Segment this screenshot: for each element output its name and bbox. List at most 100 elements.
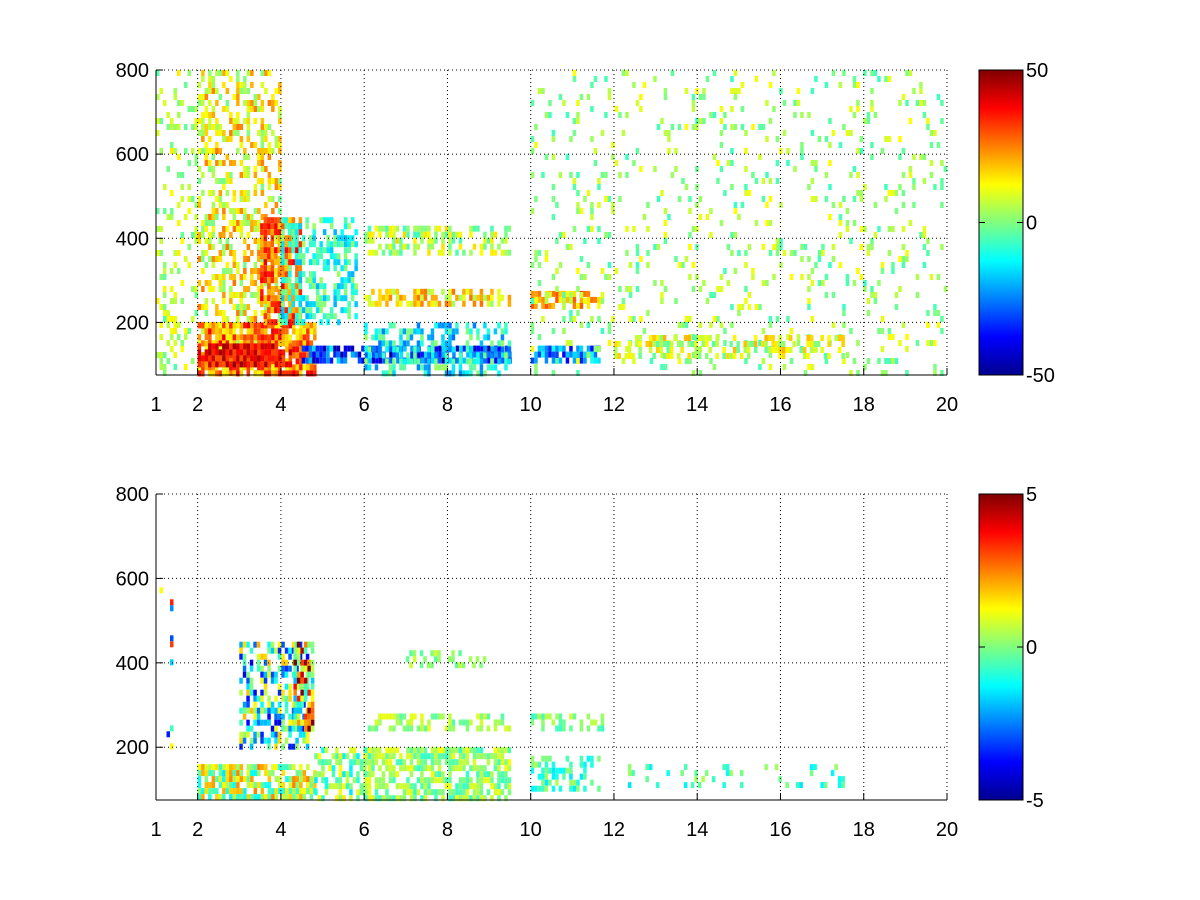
heat-cell bbox=[562, 298, 566, 304]
heat-cell bbox=[253, 220, 258, 226]
heat-cell bbox=[576, 118, 580, 124]
heat-cell bbox=[343, 247, 348, 254]
heat-cell bbox=[242, 713, 247, 720]
heat-cell bbox=[642, 328, 647, 334]
heat-cell bbox=[329, 241, 334, 248]
heat-cell bbox=[204, 148, 209, 154]
heat-cell bbox=[448, 357, 453, 364]
heat-cell bbox=[469, 346, 473, 353]
heat-cell bbox=[483, 322, 487, 329]
heat-cell bbox=[232, 274, 237, 280]
heat-cell bbox=[350, 217, 355, 224]
heat-cell bbox=[170, 599, 174, 606]
heat-cell bbox=[887, 76, 892, 82]
heat-cell bbox=[558, 172, 563, 178]
heat-cell bbox=[359, 759, 364, 766]
heat-cell bbox=[222, 349, 226, 356]
heat-cell bbox=[500, 753, 505, 760]
heat-cell bbox=[704, 770, 709, 777]
heat-cell bbox=[293, 659, 297, 666]
heat-cell bbox=[277, 217, 282, 224]
heat-cell bbox=[709, 232, 713, 238]
heat-cell bbox=[197, 280, 202, 286]
heat-cell bbox=[301, 345, 306, 352]
heat-cell bbox=[451, 759, 456, 766]
heat-cell bbox=[579, 761, 584, 768]
heat-cell bbox=[260, 361, 265, 368]
heat-cell bbox=[541, 296, 545, 303]
heat-cell bbox=[534, 124, 538, 130]
heat-cell bbox=[204, 340, 209, 347]
heat-cell bbox=[250, 214, 254, 220]
heat-cell bbox=[782, 250, 787, 256]
heat-cell bbox=[170, 124, 174, 130]
heat-cell bbox=[232, 292, 237, 298]
heat-cell bbox=[257, 328, 261, 335]
heat-cell bbox=[250, 70, 254, 76]
heat-cell bbox=[530, 713, 535, 720]
heat-cell bbox=[597, 725, 601, 732]
heat-cell bbox=[218, 148, 223, 154]
heat-cell bbox=[277, 731, 282, 738]
heat-cell bbox=[239, 172, 244, 178]
heat-cell bbox=[340, 357, 344, 364]
heat-cell bbox=[444, 352, 449, 359]
heat-cell bbox=[374, 719, 379, 726]
heat-cell bbox=[298, 683, 303, 690]
heat-cell bbox=[314, 753, 318, 760]
heat-cell bbox=[385, 346, 389, 353]
heat-cell bbox=[849, 172, 853, 178]
heat-cell bbox=[246, 244, 251, 250]
heat-cell bbox=[215, 328, 219, 335]
heat-cell bbox=[260, 178, 265, 184]
heat-cell bbox=[648, 335, 653, 341]
heat-cell bbox=[530, 719, 535, 726]
heat-cell bbox=[296, 695, 301, 702]
heat-cell bbox=[319, 301, 323, 308]
heat-cell bbox=[356, 771, 360, 778]
heat-cell bbox=[305, 357, 309, 364]
heat-cell bbox=[579, 755, 584, 762]
heat-cell bbox=[448, 771, 452, 778]
heat-cell bbox=[211, 244, 216, 250]
heat-cell bbox=[733, 88, 738, 94]
heat-cell bbox=[166, 214, 170, 220]
heat-cell bbox=[243, 220, 247, 226]
heat-cell bbox=[159, 358, 163, 364]
heat-cell bbox=[926, 238, 930, 244]
heat-cell bbox=[250, 770, 254, 777]
heat-cell bbox=[280, 295, 285, 302]
heat-cell bbox=[239, 334, 244, 340]
heat-cell bbox=[225, 262, 230, 268]
heat-cell bbox=[222, 782, 226, 789]
heat-cell bbox=[298, 271, 302, 278]
heat-cell bbox=[472, 300, 477, 307]
heat-cell bbox=[576, 351, 580, 358]
heat-cell bbox=[674, 256, 678, 262]
heat-cell bbox=[719, 130, 724, 136]
heat-cell bbox=[270, 307, 275, 314]
heat-cell bbox=[338, 795, 343, 802]
heat-cell bbox=[277, 653, 282, 660]
heat-cell bbox=[310, 713, 315, 720]
heat-cell bbox=[288, 370, 293, 377]
heat-cell bbox=[469, 294, 473, 301]
heat-cell bbox=[852, 76, 857, 82]
heat-cell bbox=[336, 253, 341, 260]
heat-cell bbox=[799, 347, 803, 353]
heat-cell bbox=[243, 154, 247, 160]
heat-cell bbox=[229, 334, 233, 341]
heat-cell bbox=[246, 334, 251, 341]
heat-cell bbox=[458, 783, 463, 790]
heat-cell bbox=[299, 328, 303, 335]
heat-cell bbox=[894, 304, 899, 310]
heat-cell bbox=[257, 764, 261, 771]
heat-cell bbox=[333, 229, 337, 236]
heat-cell bbox=[642, 82, 647, 88]
heat-cell bbox=[250, 292, 254, 298]
heat-cell bbox=[810, 130, 815, 136]
heat-cell bbox=[476, 370, 480, 377]
heat-cell bbox=[295, 737, 299, 744]
heat-cell bbox=[381, 370, 386, 377]
heat-cell bbox=[420, 795, 424, 802]
